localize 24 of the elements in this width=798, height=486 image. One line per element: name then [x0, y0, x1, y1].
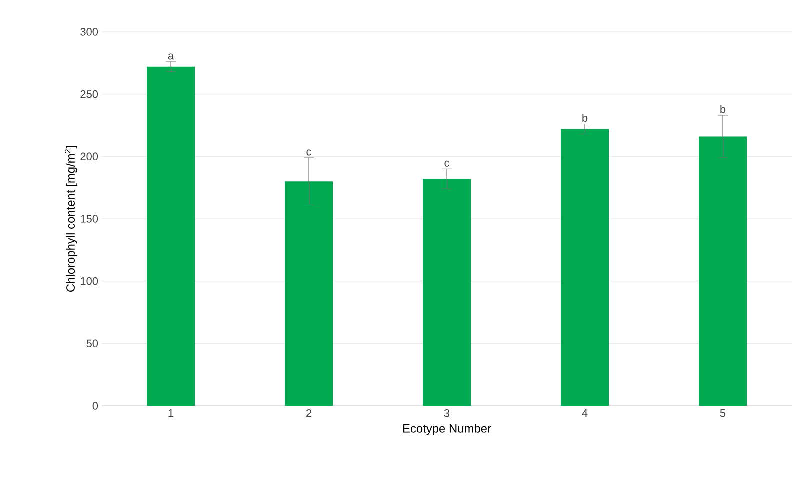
y-axis-title: Chlorophyll content [mg/m$^{2}$]: [64, 146, 78, 292]
y-tick-label: 0: [92, 402, 98, 410]
annotation: b: [582, 114, 588, 122]
y-tick-label: 250: [80, 90, 98, 98]
bar: [285, 182, 334, 406]
bar: [561, 129, 610, 406]
annotation: a: [168, 54, 174, 60]
bar: [699, 136, 748, 406]
annotation: b: [720, 105, 726, 114]
annotation: c: [444, 160, 450, 167]
x-tick-label: 5: [720, 410, 726, 418]
y-tick-label: 100: [81, 277, 98, 286]
bar: [147, 66, 196, 406]
y-tick-label: 150: [81, 215, 98, 223]
bar: [423, 179, 472, 406]
y-tick-label: 200: [80, 152, 98, 161]
annotation: c: [306, 150, 312, 156]
y-tick-label: 50: [86, 340, 98, 348]
x-tick-label: 1: [168, 410, 174, 418]
x-tick-label: 4: [582, 410, 588, 418]
y-tick-label: 300: [80, 28, 98, 36]
x-axis-title: Ecotype Number: [403, 424, 492, 436]
x-tick-label: 2: [306, 410, 312, 418]
x-tick-label: 3: [444, 410, 450, 418]
